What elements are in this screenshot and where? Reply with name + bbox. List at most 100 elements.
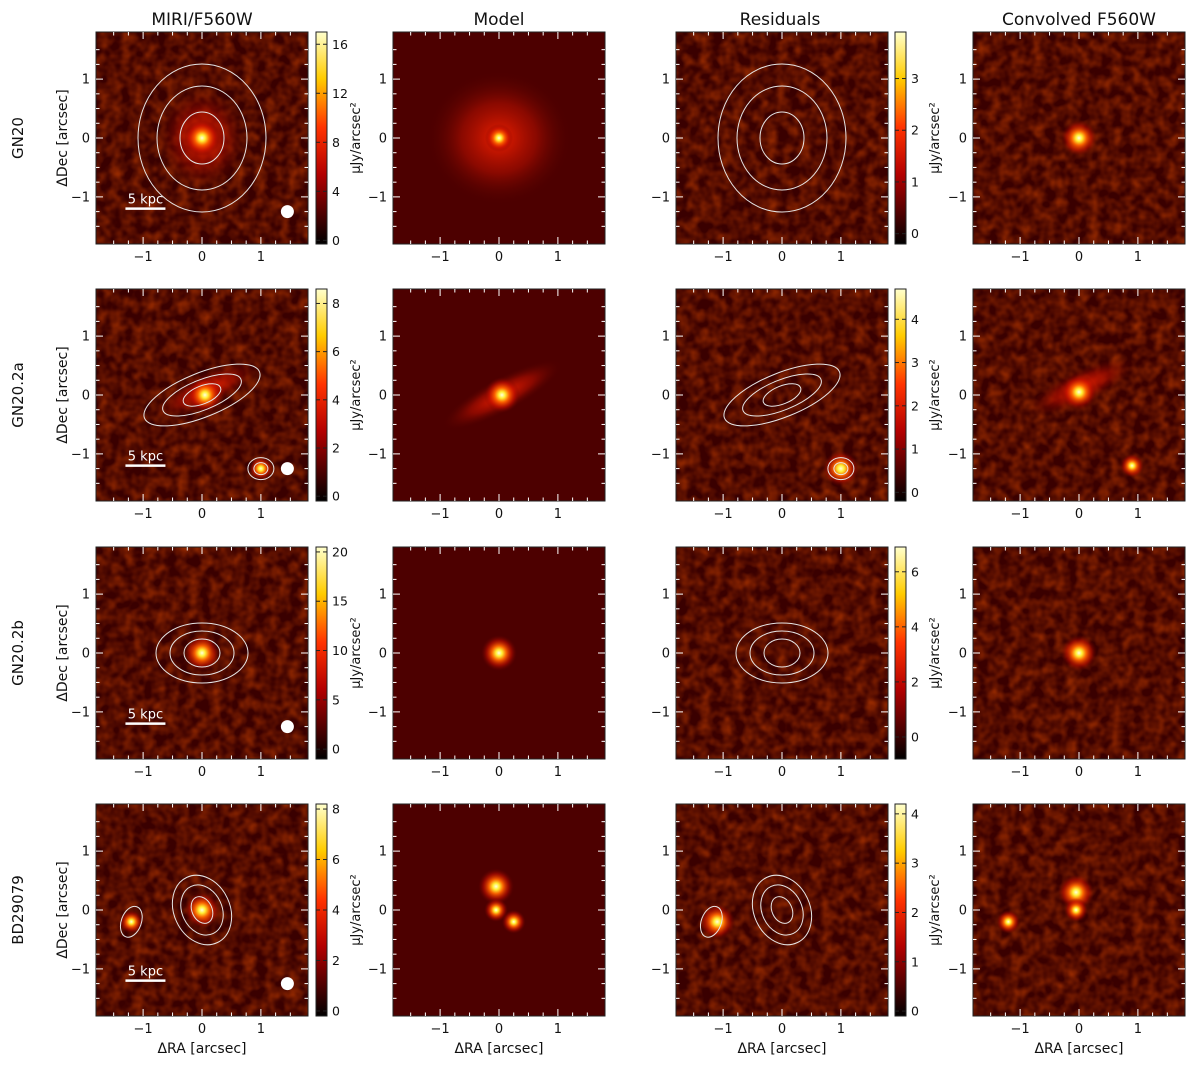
x-tick-label: 0 xyxy=(495,1022,503,1037)
ticks xyxy=(676,804,888,1016)
y-tick-label: 1 xyxy=(662,73,670,88)
colorbar: 0 2 4 6 8 μJy/arcsec² xyxy=(315,802,364,1018)
contour xyxy=(699,905,723,938)
colorbar: 0 5 10 15 20 μJy/arcsec² xyxy=(315,544,364,760)
colorbar-tick-label: 2 xyxy=(332,441,340,456)
ticks xyxy=(96,804,308,1016)
source-peak xyxy=(822,450,859,487)
x-axis-label: ΔRA [arcsec] xyxy=(454,1041,543,1057)
y-tick-label: 0 xyxy=(662,904,670,919)
y-axis-label: ΔDec [arcsec] xyxy=(55,604,71,701)
colorbar-gradient xyxy=(894,803,907,1017)
y-tick-label: 0 xyxy=(379,647,387,662)
image-noise xyxy=(676,32,888,244)
colorbar: 0 1 2 3 μJy/arcsec² xyxy=(894,31,943,245)
y-tick-label: −1 xyxy=(368,962,387,977)
column-title: Residuals xyxy=(740,10,821,30)
contour xyxy=(253,462,269,476)
row-label: GN20.2b xyxy=(9,620,27,686)
y-tick-label: 1 xyxy=(959,330,967,345)
y-tick-label: 1 xyxy=(82,588,90,603)
heatmap-panel: 5 kpc −1 0 1 −1 0 1 ΔDec [arcsec] 0 4 8 12 16 μJy/arc… xyxy=(55,31,364,265)
x-tick-label: −1 xyxy=(714,1022,733,1037)
row-label: GN20 xyxy=(9,117,27,159)
y-axis-label: ΔDec [arcsec] xyxy=(55,89,71,186)
source-peak xyxy=(483,377,520,413)
contour xyxy=(770,896,794,924)
contour-lines xyxy=(137,63,267,213)
heatmap-panel: −1 0 1 −1 0 1 xyxy=(948,31,1186,265)
colorbar-label: μJy/arcsec² xyxy=(349,874,364,945)
colorbar-label: μJy/arcsec² xyxy=(928,359,943,430)
contour-lines xyxy=(155,622,249,684)
contour xyxy=(137,63,267,213)
x-tick-label: 1 xyxy=(257,507,265,522)
x-tick-label: 1 xyxy=(1134,1022,1142,1037)
colorbar-label: μJy/arcsec² xyxy=(349,359,364,430)
x-axis-label: ΔRA [arcsec] xyxy=(157,1041,246,1057)
x-tick-label: 0 xyxy=(198,1022,206,1037)
x-tick-label: 0 xyxy=(778,765,786,780)
source-peak xyxy=(1064,898,1089,922)
y-tick-label: 0 xyxy=(82,132,90,147)
y-tick-label: −1 xyxy=(651,962,670,977)
y-tick-label: 0 xyxy=(82,389,90,404)
y-tick-label: 0 xyxy=(662,132,670,147)
contour-lines xyxy=(119,874,233,946)
y-tick-label: 1 xyxy=(379,73,387,88)
source-peak xyxy=(248,456,273,481)
colorbar: 0 1 2 3 4 μJy/arcsec² xyxy=(894,803,943,1019)
y-tick-label: 1 xyxy=(959,845,967,860)
y-tick-label: 0 xyxy=(379,389,387,404)
y-tick-label: −1 xyxy=(71,447,90,462)
ticks xyxy=(393,804,605,1016)
colorbar-tick-label: 4 xyxy=(332,903,340,918)
colorbar-tick-label: 4 xyxy=(332,392,340,407)
x-tick-label: 1 xyxy=(554,765,562,780)
y-tick-label: 0 xyxy=(379,132,387,147)
contour xyxy=(751,874,813,946)
x-tick-label: 1 xyxy=(837,250,845,265)
contour xyxy=(742,373,822,417)
y-tick-label: 0 xyxy=(959,647,967,662)
ticks xyxy=(96,547,308,759)
column-title: Model xyxy=(473,10,524,30)
x-tick-label: 1 xyxy=(257,765,265,780)
contour xyxy=(179,111,225,165)
ticks xyxy=(973,804,1185,1016)
contour-lines xyxy=(735,622,829,684)
x-tick-label: 0 xyxy=(1075,507,1083,522)
contour xyxy=(762,383,802,407)
x-tick-label: 1 xyxy=(837,1022,845,1037)
contour xyxy=(749,630,815,676)
colorbar: 0 2 4 6 μJy/arcsec² xyxy=(894,546,943,760)
colorbar-tick-label: 0 xyxy=(911,729,919,744)
source-peak xyxy=(478,868,515,905)
y-tick-label: 1 xyxy=(379,330,387,345)
colorbar-tick-label: 6 xyxy=(911,564,919,579)
contour xyxy=(723,363,841,427)
contour xyxy=(183,638,221,668)
colorbar-tick-label: 3 xyxy=(911,71,919,86)
source-peak xyxy=(1120,453,1144,478)
x-tick-label: 0 xyxy=(778,1022,786,1037)
colorbar-tick-label: 1 xyxy=(911,442,919,457)
row-label: BD29079 xyxy=(9,875,27,945)
heatmap-panel: 5 kpc −1 0 1 −1 0 1 ΔDec [arcsec] 0 2 4 6 8 μJy/arcse… xyxy=(55,288,364,522)
colorbar-tick-label: 0 xyxy=(332,489,340,504)
ticks xyxy=(393,32,605,244)
ticks xyxy=(973,547,1185,759)
colorbar-tick-label: 0 xyxy=(911,226,919,241)
colorbar-tick-label: 8 xyxy=(332,135,340,150)
x-tick-label: −1 xyxy=(134,250,153,265)
contour xyxy=(760,884,804,936)
y-tick-label: 0 xyxy=(82,647,90,662)
y-tick-label: 1 xyxy=(662,845,670,860)
colorbar-label: μJy/arcsec² xyxy=(928,874,943,945)
psf-marker xyxy=(280,462,294,476)
scale-bar-label: 5 kpc xyxy=(128,708,163,723)
image-noise xyxy=(676,547,888,759)
x-tick-label: 1 xyxy=(554,250,562,265)
contour xyxy=(759,111,805,165)
colorbar-tick-label: 2 xyxy=(911,398,919,413)
